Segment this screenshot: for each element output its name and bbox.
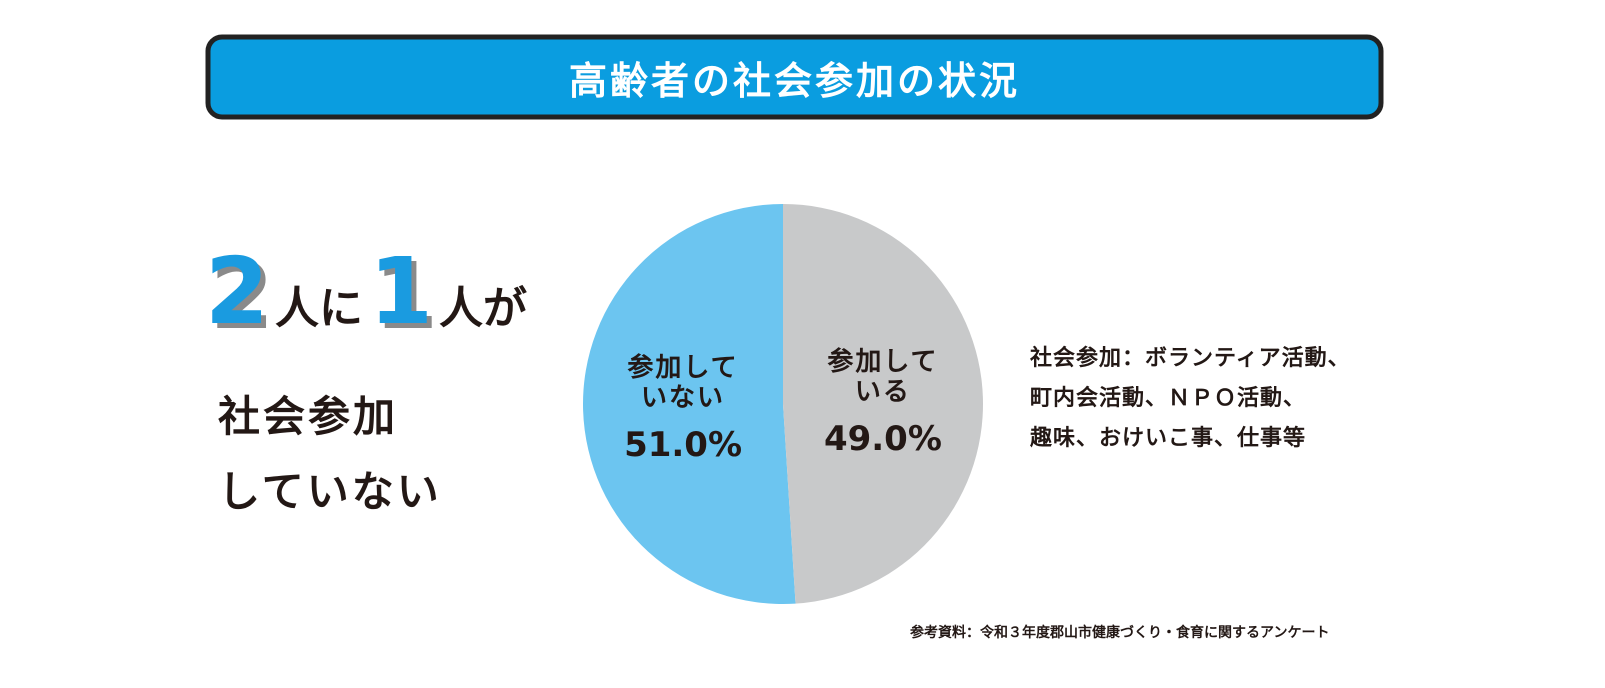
category-label: 参加している: [827, 346, 939, 407]
category-label: 参加していない: [627, 353, 739, 414]
note-line: 町内会活動、ＮＰＯ活動、: [1030, 386, 1307, 411]
headline-line: していない: [218, 467, 442, 516]
pie: [582, 204, 983, 605]
headline-number: 1: [369, 238, 434, 345]
note-line: 趣味、おけいこ事、仕事等: [1030, 426, 1307, 451]
chart-title: 高齢者の社会参加の状況: [568, 59, 1020, 103]
source: 参考資料：令和３年度郡山市健康づくり・食育に関するアンケート: [910, 625, 1330, 641]
headline: 2 人に1 人が: [205, 238, 533, 345]
headline-line: 社会参加: [218, 392, 399, 441]
title-bar: [205, 34, 1384, 120]
slice-label: 参加している 49.0%: [818, 347, 948, 459]
value-label: 49.0%: [823, 418, 942, 459]
headline-text: 人に: [275, 283, 364, 334]
pie-slice: [783, 204, 983, 604]
headline-number: 2: [205, 238, 270, 345]
note-line: 社会参加：ボランティア活動、: [1030, 346, 1351, 371]
headline-text: 人が: [439, 283, 528, 334]
slice-label: 参加していない 51.0%: [618, 353, 748, 465]
pie-slice: [582, 204, 796, 605]
value-label: 51.0%: [624, 425, 743, 466]
